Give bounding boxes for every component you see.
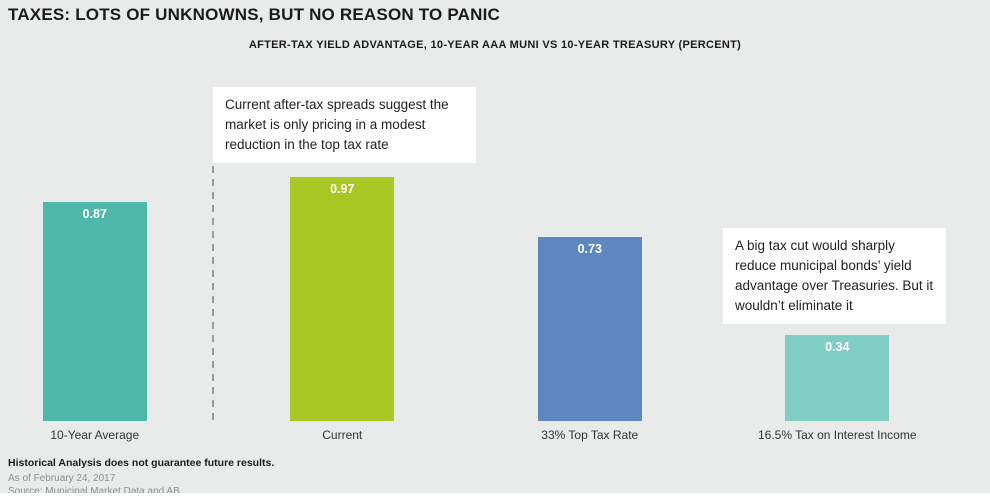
bar-category-label: Current [322, 428, 363, 442]
bar-16-5-tax-on-interest-income: 0.34 [785, 335, 890, 421]
bar-33-top-tax-rate: 0.73 [537, 237, 642, 421]
bar-category-label: 33% Top Tax Rate [541, 428, 639, 442]
bar-value-label: 0.73 [577, 242, 602, 256]
bar-current: 0.97 [290, 177, 395, 421]
bars-container: 0.87 10-Year Average 0.97 Current 0.73 33% To… [0, 169, 962, 442]
bar-category-label: 10-Year Average [50, 428, 140, 442]
chart-title: AFTER-TAX YIELD ADVANTAGE, 10-YEAR AAA M… [248, 39, 742, 51]
bar-column-current: 0.97 Current [219, 169, 467, 442]
footer-as-of-date: As of February 24, 2017 [8, 473, 116, 484]
footer-source: Source: Municipal Market Data and AB [8, 486, 180, 493]
bar-value-label: 0.34 [825, 340, 850, 354]
annotation-current-spreads: Current after-tax spreads suggest the ma… [213, 87, 476, 163]
footer: Historical Analysis does not guarantee f… [8, 457, 274, 493]
page-title: TAXES: LOTS OF UNKNOWNS, BUT NO REASON T… [8, 5, 501, 24]
bar-column-10-year-average: 0.87 10-Year Average [0, 169, 219, 442]
bar-category-label: 16.5% Tax on Interest Income [757, 428, 917, 442]
bar-value-label: 0.87 [82, 207, 107, 221]
bar-10-year-average: 0.87 [42, 202, 147, 421]
bar-column-16-5-tax-on-interest-income: 0.34 16.5% Tax on Interest Income [714, 169, 962, 442]
bar-value-label: 0.97 [330, 182, 355, 196]
bar-column-33-top-tax-rate: 0.73 33% Top Tax Rate [466, 169, 714, 442]
footer-disclaimer: Historical Analysis does not guarantee f… [8, 457, 275, 469]
annotation-big-tax-cut: A big tax cut would sharply reduce munic… [723, 228, 946, 324]
dashed-separator-line [212, 166, 214, 426]
